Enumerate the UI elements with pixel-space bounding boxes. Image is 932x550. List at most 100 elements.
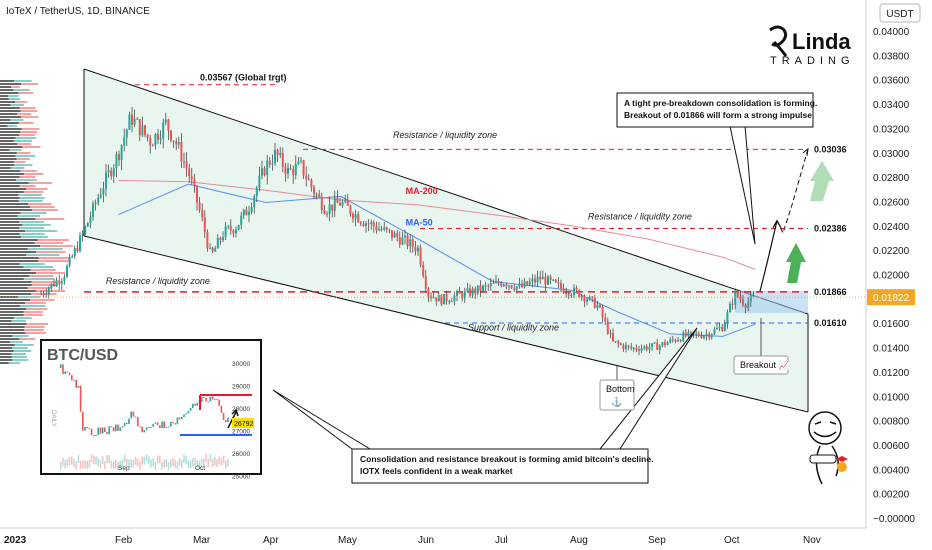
inset-daily-caption: DAILY (50, 410, 56, 427)
volume-profile-bar (0, 242, 35, 244)
callout-bottom-line2: IOTX feels confident in a weak market (360, 466, 513, 476)
candle-body (222, 236, 224, 240)
candle-body (203, 217, 206, 233)
inset-volume-bar (93, 456, 95, 465)
volume-profile-bar (24, 326, 45, 328)
inset-volume-bar (216, 459, 218, 468)
volume-profile-bar (0, 119, 11, 121)
candle-body (97, 197, 100, 204)
candle-body (541, 276, 544, 280)
inset-volume-bar (176, 461, 179, 470)
breakout-annotation[interactable]: Breakout 📈 (733, 318, 790, 375)
volume-profile-bar (0, 98, 9, 100)
inset-candle (216, 398, 218, 400)
inset-candle (176, 417, 179, 425)
volume-profile-bar (21, 128, 40, 130)
candle-body (432, 297, 435, 299)
candle-body (651, 343, 653, 348)
candle-body (601, 307, 604, 318)
volume-profile-bar (0, 161, 14, 163)
currency-badge[interactable] (879, 3, 921, 23)
callout-top[interactable]: A tight pre-breakdown consolidation is f… (616, 92, 817, 245)
inset-candle (88, 428, 91, 430)
volume-profile-bar (18, 200, 43, 202)
callout-bottom[interactable]: Consolidation and resistance breakout is… (272, 327, 698, 484)
ma200-line[interactable] (118, 180, 756, 270)
volume-profile-bar (14, 344, 34, 346)
volume-profile-bar (0, 314, 24, 316)
volume-profile-bar (0, 107, 20, 109)
candle-body (320, 196, 323, 210)
inset-volume-bar (117, 461, 119, 470)
volume-profile-bar (0, 287, 28, 289)
inset-volume-bar (130, 459, 132, 468)
inset-volume-bar (178, 457, 181, 466)
inset-candle (119, 427, 121, 431)
candle-body (417, 247, 419, 252)
volume-profile-bar (0, 338, 20, 340)
candle-body (674, 339, 677, 342)
inset-volume-bar (99, 460, 102, 469)
volume-profile-bar (0, 236, 21, 238)
inset-volume-bar (101, 455, 104, 464)
volume-profile-bar (0, 254, 26, 256)
candle-body (718, 327, 721, 329)
volume-profile-bar (0, 83, 22, 85)
candle-body (84, 226, 87, 234)
inset-candle (130, 411, 132, 419)
inset-candle (200, 396, 203, 402)
y-tick-label: −0.00000 (873, 514, 915, 525)
candle-body (656, 342, 659, 350)
candle-body (482, 285, 484, 292)
candle-body (567, 293, 570, 296)
volume-profile-bar (25, 230, 58, 232)
candle-body (411, 239, 414, 247)
volume-profile-bar (19, 227, 45, 229)
candle-body (437, 295, 440, 302)
inset-volume-bar (211, 458, 214, 467)
candle-body (554, 279, 557, 283)
candle-body (237, 224, 240, 230)
volume-profile-bar (0, 311, 24, 313)
volume-profile (0, 80, 73, 364)
candle-body (55, 280, 58, 287)
inset-candle (225, 419, 227, 423)
inset-candle (104, 427, 106, 432)
inset-volume-bar (174, 459, 176, 468)
volume-profile-bar (23, 311, 43, 313)
inset-volume-bar (218, 456, 220, 465)
channel-upper-line[interactable] (83, 68, 809, 315)
candle-body (409, 239, 412, 247)
candle-body (367, 223, 370, 225)
candle-body (326, 213, 328, 215)
candle-body (578, 289, 581, 298)
inset-volume-bar (165, 458, 168, 467)
candle-body (201, 209, 204, 218)
volume-profile-bar (0, 245, 41, 247)
price-axis[interactable]: USDT 0.04000 0.03800 0.03600 0.03400 0.03200… (0, 0, 921, 528)
volume-profile-bar (31, 284, 58, 286)
inset-volume-bar (161, 461, 163, 470)
volume-profile-bar (0, 362, 9, 364)
callout-top-line1: A tight pre-breakdown consolidation is f… (624, 98, 817, 108)
candle-body (573, 287, 575, 295)
candle-body (721, 327, 724, 331)
volume-profile-bar (17, 113, 32, 115)
inset-candle (165, 427, 168, 429)
candle-body (430, 296, 432, 298)
candle-body (284, 166, 287, 174)
candle-body (487, 285, 490, 287)
candle-body (500, 283, 503, 286)
btc-inset[interactable]: BTC/USD DAILY 30000 29000 28000 27000 26000 2… (40, 339, 262, 481)
time-axis[interactable]: 2023 Feb Mar Apr May Jun Jul Aug Sep Oct Nov (0, 527, 866, 546)
inset-candle (196, 402, 198, 406)
volume-profile-bar (0, 131, 21, 133)
volume-profile-bar (0, 230, 26, 232)
volume-profile-bar (0, 299, 31, 301)
inset-candle (156, 422, 159, 426)
volume-profile-bar (25, 254, 60, 256)
bottom-annotation[interactable]: Bottom ⚓ (599, 366, 635, 411)
channel-lower-line[interactable] (83, 235, 809, 413)
volume-profile-bar (0, 92, 19, 94)
